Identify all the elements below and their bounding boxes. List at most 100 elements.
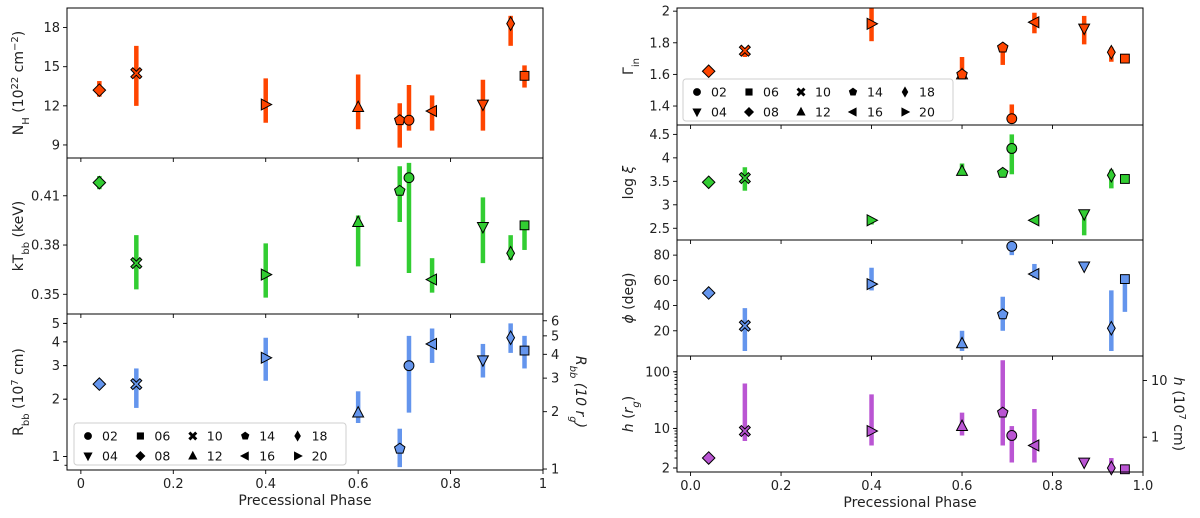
legend-entry-02: 02 xyxy=(84,429,118,444)
data-point-16 xyxy=(425,273,438,286)
marker-x xyxy=(188,431,198,441)
y-tick-label: 0.41 xyxy=(31,189,60,204)
data-point-18 xyxy=(1106,44,1116,61)
marker-triangle-left xyxy=(425,104,438,118)
y-tick-label: 15 xyxy=(43,60,60,75)
marker-triangle-left xyxy=(239,451,249,461)
marker-triangle-down xyxy=(476,355,490,368)
legend-label: 12 xyxy=(207,449,223,464)
legend-label: 16 xyxy=(259,449,275,464)
y-tick-label: 2 xyxy=(662,5,670,20)
marker-circle xyxy=(1006,143,1018,154)
y-axis-label: log ξ xyxy=(621,166,637,200)
marker-triangle-right xyxy=(866,17,879,31)
panel-frame xyxy=(676,355,1144,473)
marker-triangle-left xyxy=(1027,15,1040,29)
legend-entry-20: 20 xyxy=(294,449,328,464)
data-point-08 xyxy=(701,175,716,190)
data-point-06 xyxy=(1119,53,1130,64)
y2-tick-label: 2 xyxy=(551,405,559,420)
data-point-04 xyxy=(1077,457,1091,470)
legend-label: 04 xyxy=(711,105,727,120)
y-axis-label: NH (1022 cm−2) xyxy=(10,31,32,136)
legend-entry-14: 14 xyxy=(241,429,275,444)
x-tick-label: 0.4 xyxy=(861,479,882,494)
y2-tick-label: 10 xyxy=(1151,374,1168,389)
marker-thin-diamond xyxy=(506,15,516,32)
data-point-10 xyxy=(738,44,752,57)
marker-pentagon xyxy=(956,68,968,80)
x-tick-label: 0.0 xyxy=(680,479,701,494)
panel-right-1: 2.5 3 3.5 4 4.5 log ξ xyxy=(621,124,1144,244)
data-point-04 xyxy=(1077,261,1091,274)
legend-entry-18: 18 xyxy=(901,85,935,100)
marker-thin-diamond xyxy=(1106,44,1116,61)
y-tick-label: 10 xyxy=(653,422,670,437)
legend-entry-12: 12 xyxy=(796,105,831,120)
y-tick-label: 20 xyxy=(653,324,670,339)
y-tick-label: 1.6 xyxy=(649,68,670,83)
y2-tick-label: 6 xyxy=(551,314,559,329)
x-axis-label: Precessional Phase xyxy=(238,493,371,509)
data-point-20 xyxy=(260,268,273,281)
data-point-10 xyxy=(130,377,143,391)
legend-entry-04: 04 xyxy=(692,105,727,120)
marker-triangle-down xyxy=(476,222,490,235)
marker-diamond xyxy=(92,83,107,98)
data-point-20 xyxy=(866,424,879,438)
legend-entry-10: 10 xyxy=(188,429,223,444)
y-tick-label: 60 xyxy=(653,274,670,289)
data-point-14 xyxy=(393,184,406,196)
y-tick-label: 4 xyxy=(662,151,670,166)
x-axis-label: Precessional Phase xyxy=(843,495,976,511)
data-point-06 xyxy=(519,70,530,81)
marker-triangle-right xyxy=(866,424,879,438)
marker-triangle-left xyxy=(1027,267,1040,281)
marker-triangle-right xyxy=(260,351,273,365)
marker-pentagon xyxy=(393,184,406,196)
marker-triangle-right xyxy=(260,268,273,281)
data-point-02 xyxy=(403,172,415,184)
y-axis-label: Γin xyxy=(621,58,642,75)
marker-pentagon xyxy=(393,114,406,126)
data-point-14 xyxy=(393,442,406,454)
marker-x xyxy=(130,377,143,391)
legend-entry-20: 20 xyxy=(901,105,935,120)
data-point-02 xyxy=(1006,240,1018,252)
y-axis-label: Rbb (107 cm) xyxy=(10,348,32,436)
secondary-y-axis-label: Rbb (10 rg) xyxy=(568,356,589,428)
panel-right-3: 2 10 100 0.0 0.2 0.4 0.6 0.8 1.0 h (rg) Precession… xyxy=(621,355,1188,511)
y-axis-label: kTbb (keV) xyxy=(11,201,32,272)
marker-thin-diamond xyxy=(1106,167,1116,183)
data-point-10 xyxy=(130,256,143,270)
data-point-06 xyxy=(1119,174,1130,184)
y2-tick-label: 3 xyxy=(551,372,559,387)
marker-square xyxy=(1119,53,1130,64)
data-point-02 xyxy=(1006,143,1018,154)
data-point-06 xyxy=(519,345,530,356)
data-point-16 xyxy=(1027,214,1040,227)
data-point-18 xyxy=(1106,167,1116,183)
marker-x xyxy=(796,87,806,97)
marker-thin-diamond xyxy=(506,330,516,346)
x-tick-label: 1.0 xyxy=(1133,479,1154,494)
marker-x xyxy=(738,319,752,332)
data-point-10 xyxy=(738,171,752,185)
legend-label: 10 xyxy=(815,85,831,100)
legend-entry-16: 16 xyxy=(847,105,883,120)
data-point-12 xyxy=(351,100,365,113)
x-tick-label: 1 xyxy=(539,477,547,492)
legend-label: 14 xyxy=(259,429,275,444)
data-point-12 xyxy=(351,214,365,227)
marker-circle xyxy=(84,432,92,440)
data-point-10 xyxy=(738,319,752,332)
marker-triangle-right xyxy=(901,107,911,117)
legend-entry-10: 10 xyxy=(796,85,831,100)
x-tick-label: 0.6 xyxy=(952,479,973,494)
marker-triangle-down xyxy=(1077,457,1091,470)
data-point-02 xyxy=(403,360,415,372)
marker-x xyxy=(130,67,143,80)
marker-circle xyxy=(403,172,415,184)
data-point-14 xyxy=(393,114,406,126)
